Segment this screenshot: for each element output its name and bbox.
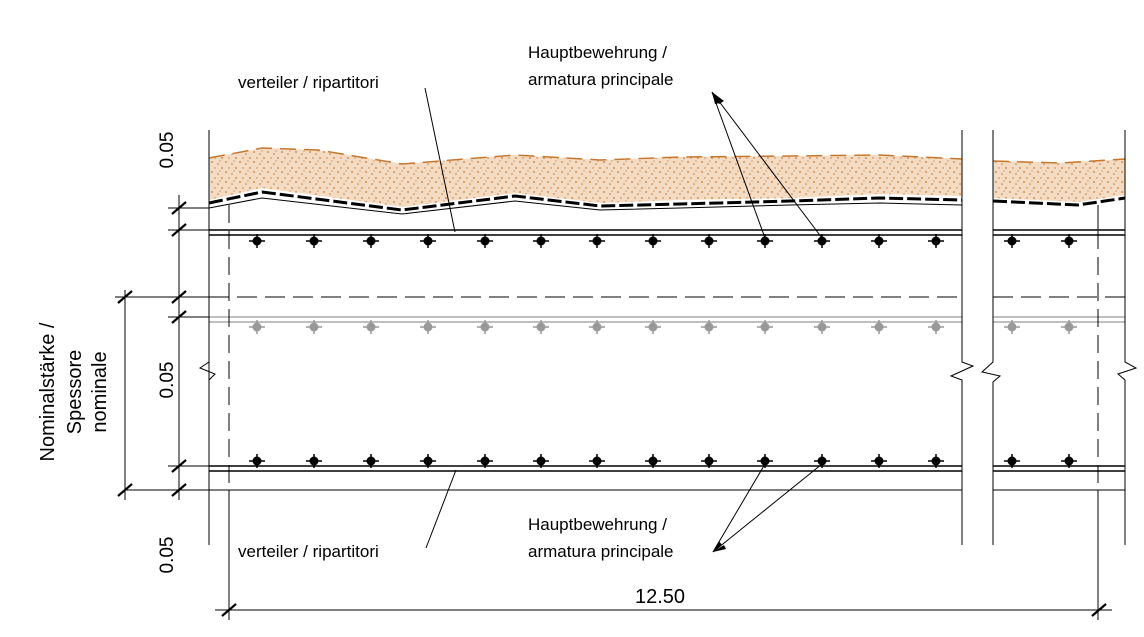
bottom-rebar-marker xyxy=(757,454,773,468)
leader-top-distributor xyxy=(424,87,456,233)
top-rebar-marker xyxy=(928,234,944,248)
label-nominal-2: Spessore xyxy=(64,350,86,435)
arrow-bottom-main-a xyxy=(713,541,722,552)
label-nominal-1: Nominalstärke / xyxy=(37,322,59,461)
bottom-rebar-marker xyxy=(420,454,436,468)
top-rebar-marker xyxy=(814,234,830,248)
grey-rebar-marker xyxy=(701,320,717,334)
grey-rebar-marker xyxy=(363,320,379,334)
break-right-panel-left xyxy=(980,130,1002,545)
dim-top-cover-text: 0.05 xyxy=(157,132,178,169)
top-rebar-marker xyxy=(249,234,265,248)
gravel-layer-main xyxy=(209,148,962,207)
bottom-rebar-marker xyxy=(871,454,887,468)
dim-span-text: 12.50 xyxy=(635,586,685,608)
grey-rebar-marker xyxy=(306,320,322,334)
leader-bottom-main-a xyxy=(712,463,766,553)
bottom-rebar-marker xyxy=(363,454,379,468)
membrane-main-under xyxy=(208,197,963,215)
break-main-left xyxy=(949,130,975,545)
top-rebar-marker xyxy=(306,234,322,248)
grey-rebar-marker xyxy=(477,320,493,334)
bottom-rebar-marker xyxy=(645,454,661,468)
gravel-top-dash xyxy=(208,147,963,165)
bottom-rebar-marker xyxy=(701,454,717,468)
label-top-main-1: Hauptbewehrung / xyxy=(528,43,667,62)
bottom-rebar-marker xyxy=(589,454,605,468)
break-right-panel-right xyxy=(1117,130,1138,545)
leader-bottom-main-b xyxy=(712,463,823,553)
top-rebar-marker xyxy=(420,234,436,248)
grey-rebar-marker xyxy=(1004,320,1020,334)
label-top-main-2: armatura principale xyxy=(528,70,674,89)
grey-rebars xyxy=(249,320,1077,334)
grey-rebar-marker xyxy=(420,320,436,334)
membrane-right xyxy=(992,196,1126,207)
arrow-bottom-main-b xyxy=(713,545,726,552)
grey-rebar-marker xyxy=(1061,320,1077,334)
top-main-rebars xyxy=(249,234,1077,248)
dim-bottom-cover-text: 0.05 xyxy=(157,537,178,574)
grey-rebar-marker xyxy=(249,320,265,334)
leader-top-main-a xyxy=(711,91,766,239)
bottom-rebar-marker xyxy=(1061,454,1077,468)
top-rebar-marker xyxy=(363,234,379,248)
gravel-layer-right xyxy=(993,159,1125,202)
top-rebar-marker xyxy=(533,234,549,248)
gravel-top-dash-right xyxy=(992,158,1126,164)
label-nominal-3: nominale xyxy=(89,351,111,432)
label-bottom-main-1: Hauptbewehrung / xyxy=(528,515,667,534)
break-left-small xyxy=(198,361,216,381)
bottom-rebar-marker xyxy=(306,454,322,468)
membrane-main xyxy=(208,190,963,212)
leader-bottom-distributor xyxy=(425,469,457,549)
grey-rebar-marker xyxy=(928,320,944,334)
top-rebar-marker xyxy=(645,234,661,248)
bottom-rebar-marker xyxy=(533,454,549,468)
top-rebar-marker xyxy=(701,234,717,248)
grey-rebar-marker xyxy=(589,320,605,334)
bottom-rebar-marker xyxy=(249,454,265,468)
grey-rebar-marker xyxy=(757,320,773,334)
top-rebar-marker xyxy=(871,234,887,248)
top-rebar-marker xyxy=(477,234,493,248)
bottom-rebar-marker xyxy=(477,454,493,468)
label-top-distributor: verteiler / ripartitori xyxy=(238,73,379,92)
bottom-rebar-marker xyxy=(814,454,830,468)
grey-rebar-marker xyxy=(533,320,549,334)
top-rebar-marker xyxy=(1004,234,1020,248)
top-rebar-marker xyxy=(589,234,605,248)
top-rebar-marker xyxy=(1061,234,1077,248)
bottom-rebar-marker xyxy=(928,454,944,468)
top-rebar-marker xyxy=(757,234,773,248)
arrow-top-main-b xyxy=(712,92,724,104)
bottom-main-rebars xyxy=(249,454,1077,468)
label-bottom-distributor: verteiler / ripartitori xyxy=(238,542,379,561)
grey-rebar-marker xyxy=(645,320,661,334)
dim-middle-text: 0.05 xyxy=(157,362,178,399)
grey-rebar-marker xyxy=(814,320,830,334)
grey-rebar-marker xyxy=(871,320,887,334)
label-bottom-main-2: armatura principale xyxy=(528,542,674,561)
bottom-rebar-marker xyxy=(1004,454,1020,468)
leader-top-main-b xyxy=(711,91,823,239)
